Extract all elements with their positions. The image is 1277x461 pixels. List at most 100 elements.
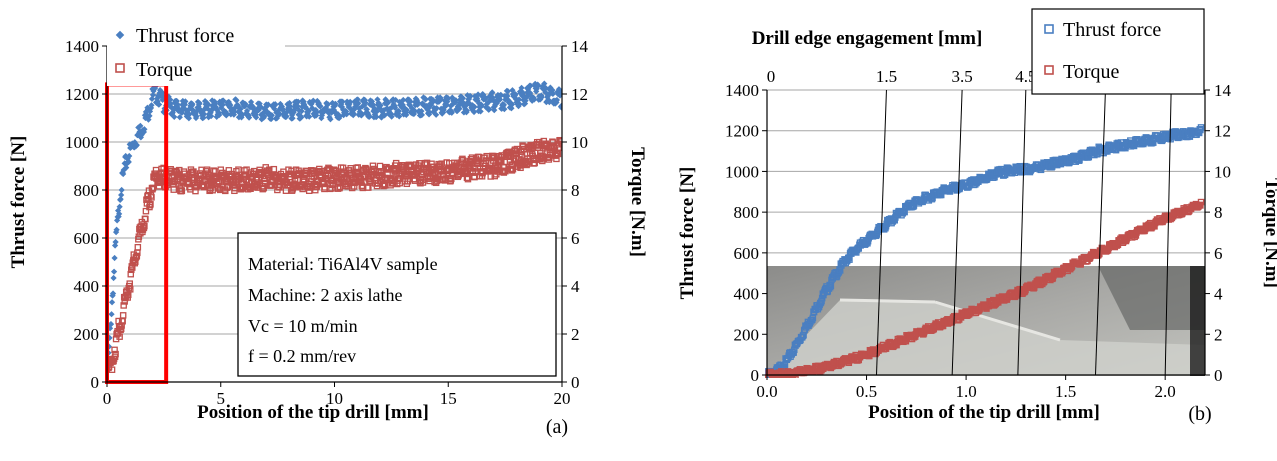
data-point bbox=[254, 179, 262, 186]
data-point bbox=[410, 175, 418, 183]
y-tick-label: 1200 bbox=[65, 85, 99, 104]
data-point bbox=[174, 101, 181, 108]
data-point bbox=[119, 312, 127, 319]
ticks-a: 0 200 400 600 800 1000 1200 1400 0 2 4 6 8 10 12 14 0 5 10… bbox=[65, 37, 589, 408]
plot-area-a bbox=[105, 80, 562, 384]
x-tick-label: 2.0 bbox=[1155, 382, 1176, 401]
annotation-line-material: Material: Ti6Al4V sample bbox=[248, 254, 438, 274]
data-point bbox=[117, 196, 124, 203]
y-tick-label: 800 bbox=[74, 181, 100, 200]
data-point bbox=[1197, 202, 1204, 209]
legend-b: Thrust force Torque bbox=[1031, 8, 1205, 95]
y-axis-label-a: Thrust force [N] bbox=[8, 136, 29, 269]
data-point bbox=[200, 111, 208, 118]
y-tick-label: 1000 bbox=[725, 162, 759, 181]
data-point bbox=[204, 101, 212, 108]
x-tick-label: 15 bbox=[440, 389, 457, 408]
data-point bbox=[555, 144, 562, 152]
data-point bbox=[118, 191, 125, 199]
annotation-box: Material: Ti6Al4V sample Machine: 2 axis… bbox=[237, 232, 557, 377]
data-point bbox=[126, 152, 133, 160]
series-thrust bbox=[765, 124, 1205, 378]
y-tick-label: 400 bbox=[734, 285, 760, 304]
x-tick-label: 5 bbox=[217, 389, 226, 408]
data-point bbox=[170, 186, 177, 193]
data-point bbox=[463, 174, 471, 181]
data-point bbox=[245, 114, 253, 121]
data-point bbox=[282, 187, 290, 194]
data-point bbox=[196, 99, 203, 107]
data-point bbox=[142, 215, 149, 223]
data-point bbox=[167, 96, 174, 103]
data-point bbox=[127, 286, 134, 293]
engagement-line bbox=[1017, 89, 1027, 376]
data-point bbox=[294, 170, 302, 178]
data-point bbox=[176, 114, 183, 121]
data-point bbox=[155, 101, 163, 108]
data-point bbox=[358, 178, 365, 186]
data-point bbox=[453, 160, 461, 167]
data-point bbox=[178, 187, 186, 195]
y-tick-label: 400 bbox=[74, 277, 100, 296]
legend-label-torque-a: Torque bbox=[136, 59, 192, 81]
data-point bbox=[185, 115, 193, 122]
legend-a: Thrust force Torque bbox=[107, 18, 285, 86]
data-point bbox=[108, 366, 116, 373]
data-point bbox=[108, 311, 115, 318]
data-point bbox=[210, 167, 217, 174]
annotation-line-feed: f = 0.2 mm/rev bbox=[248, 346, 356, 366]
data-point bbox=[119, 318, 126, 325]
data-point bbox=[193, 113, 200, 120]
data-point bbox=[404, 178, 412, 185]
data-point bbox=[233, 97, 240, 104]
data-point bbox=[108, 299, 116, 306]
engagement-lines: 0 1.5 3.5 4.5 bbox=[767, 67, 1172, 376]
y2-tick-label: 8 bbox=[571, 181, 580, 200]
y2-tick-label: 2 bbox=[1214, 325, 1223, 344]
data-point bbox=[459, 157, 467, 164]
drill-photo-inset bbox=[767, 266, 1205, 376]
data-point bbox=[149, 91, 157, 98]
data-point bbox=[112, 238, 119, 246]
data-point bbox=[118, 186, 125, 194]
data-point bbox=[127, 270, 135, 278]
data-point bbox=[111, 346, 118, 354]
data-point bbox=[155, 183, 163, 190]
data-point bbox=[171, 113, 178, 121]
data-point bbox=[376, 162, 384, 170]
y2-axis-label-b: Torque [N.m] bbox=[1261, 178, 1277, 288]
data-point bbox=[147, 201, 154, 208]
data-point bbox=[501, 163, 508, 171]
y2-axis-label-a: Torque [N.m] bbox=[627, 147, 648, 257]
y2-tick-label: 14 bbox=[1214, 81, 1232, 100]
data-point bbox=[189, 100, 196, 108]
x2-tick-label: 0 bbox=[767, 67, 776, 86]
legend-label-torque-b: Torque bbox=[1063, 61, 1119, 83]
data-point bbox=[237, 106, 244, 113]
data-point bbox=[190, 168, 197, 175]
y2-tick-label: 0 bbox=[1214, 366, 1223, 385]
data-point bbox=[112, 350, 119, 358]
annotation-line-vc: Vc = 10 m/min bbox=[248, 316, 358, 336]
ticks-b: 0 200 400 600 800 1000 1200 1400 0 2 4 6 8 10 12 14 0.0 0… bbox=[725, 81, 1232, 401]
y-tick-label: 200 bbox=[734, 325, 760, 344]
data-point bbox=[419, 179, 427, 186]
legend-marker-torque-a bbox=[115, 63, 125, 73]
data-point bbox=[517, 164, 524, 172]
series-torque bbox=[765, 198, 1205, 378]
y2-tick-label: 12 bbox=[1214, 122, 1231, 141]
data-point bbox=[189, 176, 197, 183]
x-axis-label-b: Position of the tip drill [mm] bbox=[868, 402, 1100, 423]
data-point bbox=[464, 175, 472, 183]
data-point bbox=[146, 112, 153, 119]
data-point bbox=[192, 187, 199, 195]
data-point bbox=[111, 254, 118, 262]
data-point bbox=[182, 98, 189, 105]
y2-tick-label: 8 bbox=[1214, 203, 1223, 222]
data-point bbox=[223, 110, 230, 117]
legend-marker-torque-b bbox=[1044, 65, 1054, 75]
data-point bbox=[117, 325, 125, 333]
data-point bbox=[216, 111, 223, 119]
y-tick-label: 0 bbox=[91, 373, 100, 392]
